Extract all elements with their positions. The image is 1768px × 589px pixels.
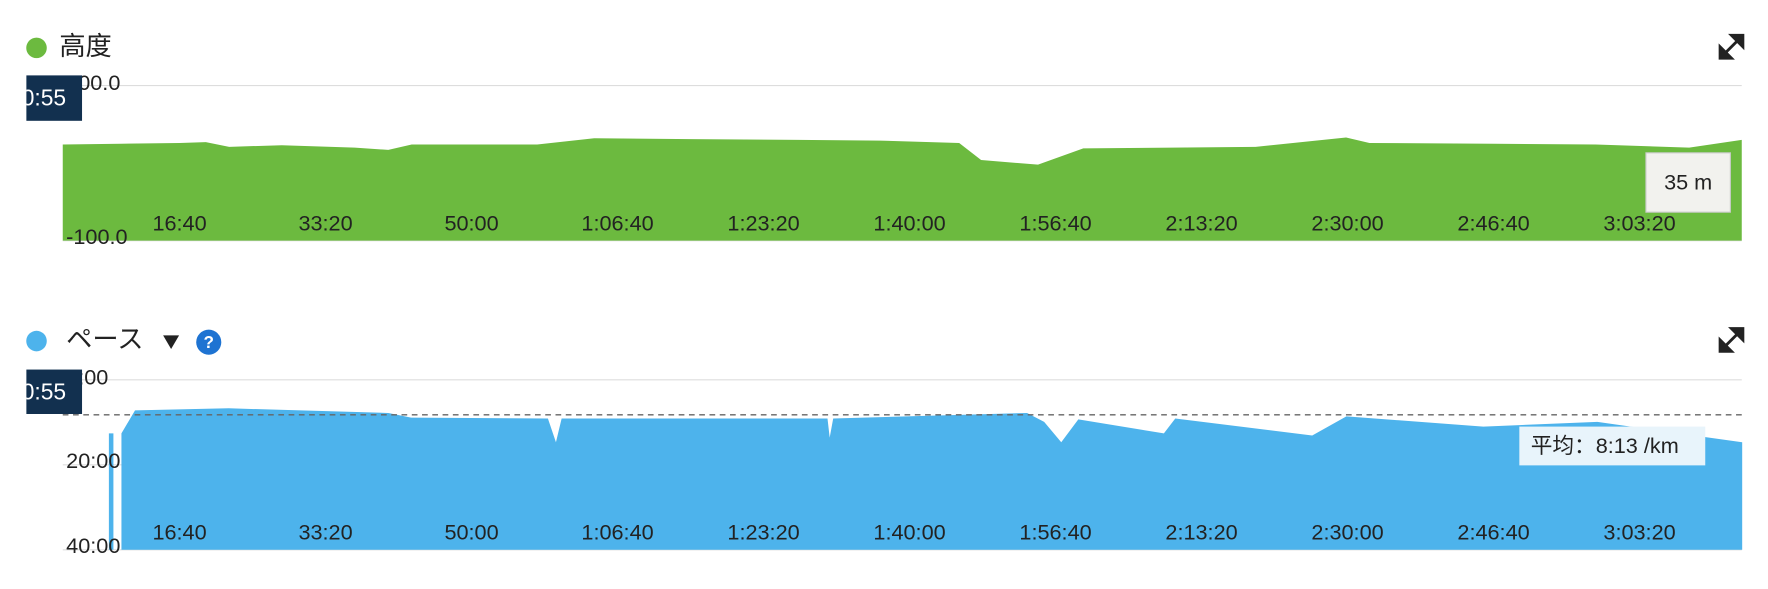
crosshair-label-text: 0:55 (22, 379, 66, 405)
tooltip: 35 m (1664, 169, 1712, 194)
y-tick-label: 20:00 (66, 448, 120, 473)
chart-title: ペース (66, 324, 143, 354)
x-tick-label: 2:30:00 (1311, 210, 1383, 235)
x-tick-label: 50:00 (444, 520, 498, 545)
area (62, 137, 1742, 241)
average-label-bg (1519, 426, 1706, 466)
x-tick-label: 1:40:00 (873, 210, 945, 235)
y-tick-label: -100.0 (66, 224, 127, 249)
x-tick-label: 3:03:20 (1603, 520, 1675, 545)
tooltip-bg (1645, 152, 1731, 213)
crosshair-label-bg (26, 369, 83, 415)
x-tick-label: 1:23:20 (727, 210, 799, 235)
x-tick-label: 16:40 (152, 210, 206, 235)
x-tick-label: 2:13:20 (1165, 210, 1237, 235)
x-tick-label: 1:56:40 (1019, 520, 1091, 545)
crosshair-label-bg (26, 75, 83, 121)
legend-dot (26, 37, 47, 59)
chart-title: 高度 (59, 31, 111, 61)
x-tick-label: 16:40 (152, 520, 206, 545)
average-label: 平均：8:13 /km (1531, 433, 1679, 458)
y-tick-label: 40:00 (66, 533, 120, 558)
crosshair-label: 0:55 (22, 369, 83, 415)
x-tick-label: 1:23:20 (727, 520, 799, 545)
x-tick-label: 2:30:00 (1311, 520, 1383, 545)
expand-icon[interactable] (1718, 327, 1745, 353)
x-tick-label: 2:46:40 (1457, 520, 1529, 545)
x-tick-label: 1:56:40 (1019, 210, 1091, 235)
crosshair-label: 0:55 (22, 75, 83, 121)
x-tick-label: 3:03:20 (1603, 210, 1675, 235)
x-tick-label: 33:20 (298, 520, 352, 545)
area (108, 408, 1743, 550)
x-tick-label: 1:06:40 (581, 210, 653, 235)
x-tick-label: 2:13:20 (1165, 520, 1237, 545)
dropdown-arrow[interactable] (163, 335, 180, 350)
crosshair-label-text: 0:55 (22, 84, 66, 110)
expand-icon[interactable] (1718, 33, 1745, 60)
help-icon[interactable] (196, 329, 222, 355)
x-tick-label: 1:40:00 (873, 520, 945, 545)
legend-dot (26, 330, 47, 352)
help-icon-glyph: ? (204, 333, 214, 352)
x-tick-label: 1:06:40 (581, 520, 653, 545)
x-tick-label: 2:46:40 (1457, 210, 1529, 235)
x-tick-label: 50:00 (444, 210, 498, 235)
x-tick-label: 33:20 (298, 210, 352, 235)
